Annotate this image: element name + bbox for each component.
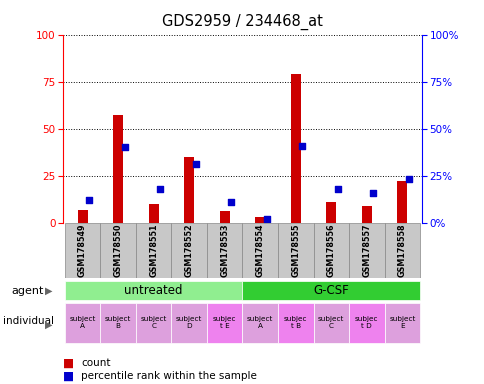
Bar bbox=[396, 181, 407, 223]
Text: subject
C: subject C bbox=[140, 316, 166, 329]
Text: GSM178552: GSM178552 bbox=[184, 224, 193, 277]
Text: subject
A: subject A bbox=[246, 316, 273, 329]
Point bbox=[369, 190, 377, 196]
Text: GSM178555: GSM178555 bbox=[291, 224, 300, 277]
Bar bbox=[149, 204, 158, 223]
Text: untreated: untreated bbox=[124, 285, 182, 297]
Bar bbox=[171, 223, 207, 278]
Point bbox=[262, 216, 270, 222]
Point bbox=[333, 186, 341, 192]
Point bbox=[227, 199, 235, 205]
Text: subjec
t E: subjec t E bbox=[212, 316, 236, 329]
Text: GSM178554: GSM178554 bbox=[255, 224, 264, 277]
Bar bbox=[207, 223, 242, 278]
Text: GSM178558: GSM178558 bbox=[397, 224, 406, 277]
Point bbox=[85, 197, 93, 203]
Bar bbox=[65, 281, 242, 300]
Bar bbox=[184, 157, 194, 223]
Bar bbox=[136, 303, 171, 343]
Bar bbox=[219, 212, 229, 223]
Bar bbox=[313, 223, 348, 278]
Text: GSM178556: GSM178556 bbox=[326, 224, 335, 277]
Point bbox=[121, 144, 128, 151]
Text: percentile rank within the sample: percentile rank within the sample bbox=[81, 371, 257, 381]
Bar bbox=[65, 223, 100, 278]
Bar bbox=[242, 223, 277, 278]
Text: subject
E: subject E bbox=[389, 316, 415, 329]
Bar bbox=[113, 116, 123, 223]
Bar bbox=[277, 303, 313, 343]
Bar bbox=[65, 303, 100, 343]
Text: ■: ■ bbox=[63, 370, 74, 383]
Bar bbox=[277, 223, 313, 278]
Bar bbox=[136, 223, 171, 278]
Point bbox=[298, 142, 305, 149]
Text: subjec
t B: subjec t B bbox=[284, 316, 307, 329]
Text: subject
D: subject D bbox=[176, 316, 202, 329]
Text: GSM178557: GSM178557 bbox=[362, 224, 371, 277]
Bar bbox=[348, 303, 384, 343]
Text: subjec
t D: subjec t D bbox=[354, 316, 378, 329]
Bar bbox=[384, 303, 419, 343]
Text: GSM178551: GSM178551 bbox=[149, 224, 158, 277]
Text: subject
C: subject C bbox=[318, 316, 344, 329]
Bar bbox=[361, 206, 371, 223]
Bar bbox=[242, 281, 419, 300]
Bar bbox=[171, 303, 207, 343]
Text: agent: agent bbox=[11, 286, 44, 296]
Text: GSM178553: GSM178553 bbox=[220, 224, 229, 277]
Point bbox=[404, 176, 412, 182]
Point bbox=[191, 161, 199, 167]
Text: G-CSF: G-CSF bbox=[313, 285, 348, 297]
Bar bbox=[207, 303, 242, 343]
Bar bbox=[384, 223, 419, 278]
Bar bbox=[100, 223, 136, 278]
Bar bbox=[313, 303, 348, 343]
Bar bbox=[326, 202, 335, 223]
Text: GSM178550: GSM178550 bbox=[113, 224, 122, 277]
Text: ▶: ▶ bbox=[45, 286, 53, 296]
Text: ■: ■ bbox=[63, 356, 74, 369]
Bar bbox=[348, 223, 384, 278]
Text: individual: individual bbox=[3, 316, 54, 326]
Text: GSM178549: GSM178549 bbox=[78, 224, 87, 277]
Bar bbox=[77, 210, 88, 223]
Text: ▶: ▶ bbox=[45, 320, 53, 330]
Text: GDS2959 / 234468_at: GDS2959 / 234468_at bbox=[162, 13, 322, 30]
Point bbox=[156, 186, 164, 192]
Bar bbox=[290, 74, 300, 223]
Text: subject
B: subject B bbox=[105, 316, 131, 329]
Text: subject
A: subject A bbox=[69, 316, 95, 329]
Bar bbox=[100, 303, 136, 343]
Bar bbox=[242, 303, 277, 343]
Text: count: count bbox=[81, 358, 111, 368]
Bar bbox=[255, 217, 265, 223]
